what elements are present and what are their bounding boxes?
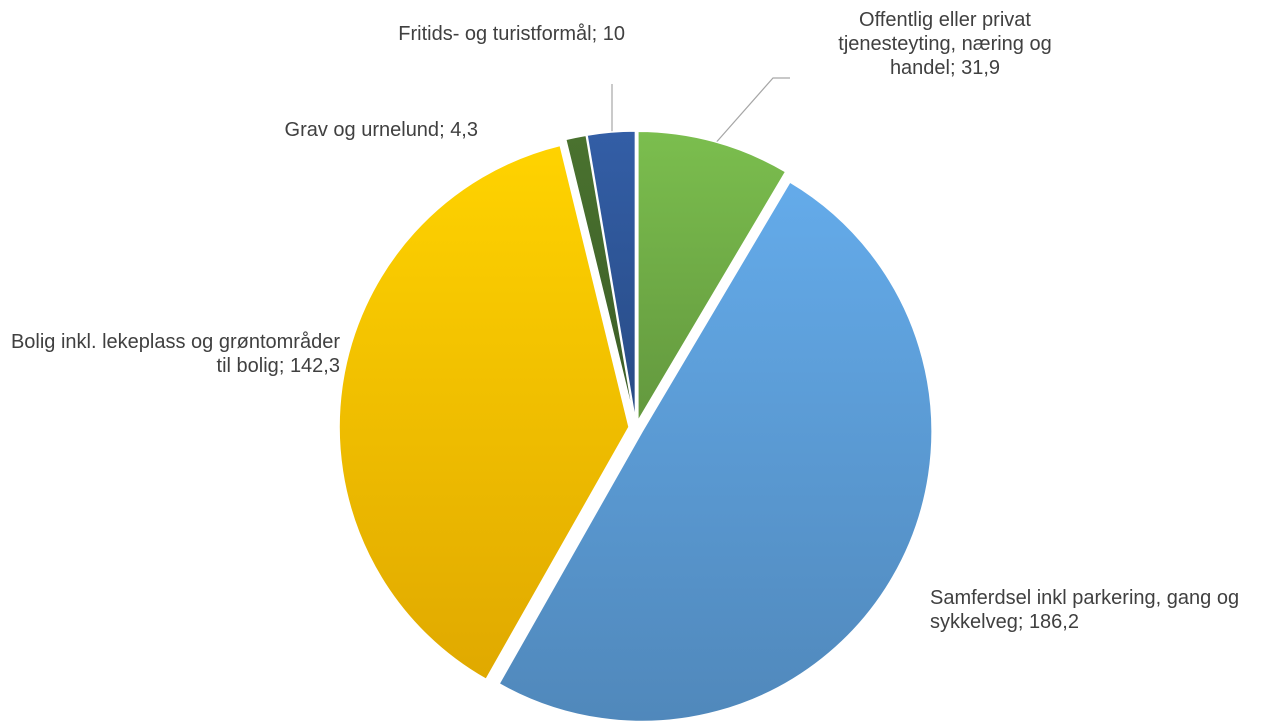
- pie-slice: [586, 130, 637, 422]
- pie-slice: [498, 180, 933, 723]
- category-label: Offentlig eller privat tjenesteyting, næ…: [838, 9, 1052, 79]
- data-label: Bolig inkl. lekeplass og grøntområder ti…: [5, 330, 340, 378]
- category-label: Grav og urnelund: [284, 119, 440, 141]
- data-label: Fritids- og turistformål; 10: [260, 22, 625, 46]
- category-label: Bolig inkl. lekeplass og grøntområder ti…: [10, 331, 340, 377]
- label-separator: ;: [1017, 611, 1029, 633]
- label-separator: ;: [278, 355, 290, 377]
- value-label: 186,2: [1028, 611, 1079, 633]
- value-label: 142,3: [289, 355, 340, 377]
- leader-line: [712, 77, 790, 147]
- label-separator: ;: [591, 23, 603, 45]
- label-separator: ;: [439, 119, 451, 141]
- value-label: 10: [602, 23, 625, 45]
- label-separator: ;: [950, 57, 962, 79]
- value-label: 4,3: [450, 119, 478, 141]
- pie-slice: [564, 134, 636, 422]
- category-label: Samferdsel inkl parkering, gang og sykke…: [930, 587, 1240, 633]
- category-label: Fritids- og turistformål: [398, 23, 592, 45]
- data-label: Offentlig eller privat tjenesteyting, næ…: [815, 8, 1075, 80]
- pie-slice: [338, 144, 630, 681]
- value-label: 31,9: [961, 57, 1001, 79]
- pie-slice: [637, 130, 787, 424]
- data-label: Samferdsel inkl parkering, gang og sykke…: [930, 586, 1275, 634]
- data-label: Grav og urnelund; 4,3: [150, 118, 478, 142]
